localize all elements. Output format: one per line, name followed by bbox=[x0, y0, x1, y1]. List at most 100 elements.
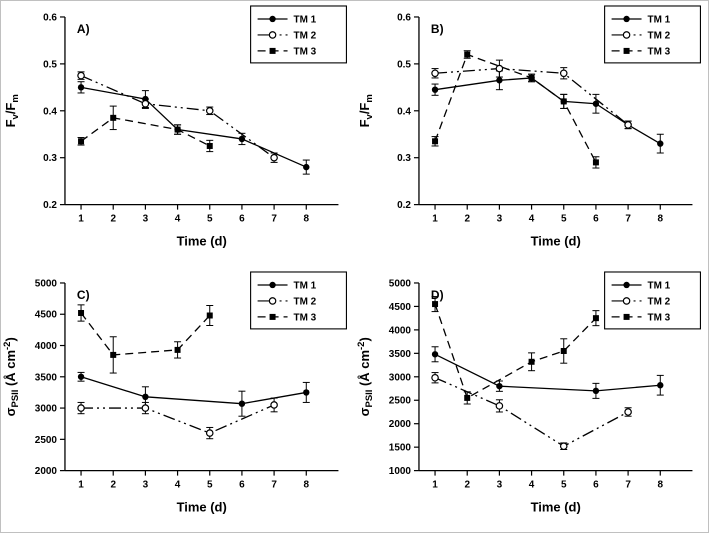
y-axis-title: Fv/Fm bbox=[3, 94, 21, 127]
marker-filled-square bbox=[463, 51, 470, 58]
marker-open-circle bbox=[559, 69, 568, 78]
x-axis-title: Time (d) bbox=[530, 499, 580, 514]
chart-panel-d: 1000 1500 2000 2500 3000 3500 4000 4500 5000 1 2 3 4… bbox=[356, 270, 701, 514]
marker-open-circle bbox=[141, 99, 150, 108]
marker-open-circle bbox=[623, 121, 632, 129]
y-tick-label: 1500 bbox=[388, 442, 411, 453]
panel-letter: C) bbox=[77, 287, 90, 301]
marker-filled-square bbox=[174, 346, 181, 353]
series-line bbox=[80, 75, 275, 159]
x-tick-label: 1 bbox=[432, 479, 438, 490]
series-tm-2 bbox=[430, 59, 632, 130]
x-tick-label: 8 bbox=[657, 214, 663, 225]
series-line bbox=[433, 53, 596, 163]
y-tick-label: 3500 bbox=[35, 372, 58, 383]
series-tm-1 bbox=[431, 70, 664, 154]
legend-label: TM 2 bbox=[647, 296, 670, 307]
x-tick-label: 2 bbox=[464, 214, 470, 225]
y-tick-label: 0.2 bbox=[43, 200, 57, 211]
y-tick-label: 1000 bbox=[388, 466, 411, 477]
marker-filled-circle bbox=[592, 100, 599, 107]
y-axis-title: σPSII (Å cm-2) bbox=[356, 337, 375, 416]
marker-filled-square bbox=[78, 309, 85, 316]
x-tick-label: 1 bbox=[432, 214, 438, 225]
marker-filled-square bbox=[206, 312, 213, 318]
legend: TM 1 TM 2 TM 3 bbox=[603, 5, 701, 64]
series-tm-3 bbox=[431, 295, 599, 405]
y-tick-label: 5000 bbox=[388, 278, 411, 289]
y-tick-label: 0.4 bbox=[43, 106, 57, 117]
marker-filled-circle bbox=[592, 387, 599, 394]
y-tick-label: 0.3 bbox=[43, 153, 57, 164]
marker-open-circle bbox=[205, 428, 214, 437]
marker-filled-circle bbox=[238, 399, 246, 407]
marker-open-circle bbox=[430, 373, 439, 382]
series-line bbox=[434, 353, 660, 392]
marker-filled-square bbox=[431, 300, 438, 307]
x-axis-title: Time (d) bbox=[530, 234, 580, 249]
marker-open-circle bbox=[141, 403, 150, 412]
marker-filled-square bbox=[592, 159, 599, 166]
panel-c: 2000 2500 3000 3500 4000 4500 5000 1 2 3 4 5 6 7 8 Time… bbox=[1, 267, 355, 533]
series-line bbox=[81, 403, 275, 434]
legend: TM 1 TM 2 TM 3 bbox=[250, 5, 347, 64]
x-axis-title: Time (d) bbox=[177, 234, 227, 249]
series-tm-2 bbox=[77, 397, 278, 439]
marker-open-circle bbox=[623, 407, 632, 416]
series-line bbox=[434, 67, 629, 126]
legend-label: TM 2 bbox=[647, 30, 670, 41]
x-tick-label: 5 bbox=[207, 214, 213, 225]
y-tick-label: 4000 bbox=[35, 341, 58, 352]
marker-filled-circle bbox=[303, 163, 310, 171]
x-tick-label: 3 bbox=[143, 479, 149, 490]
marker-open-circle bbox=[495, 401, 503, 410]
marker-filled-circle bbox=[622, 15, 630, 23]
marker-filled-square bbox=[431, 138, 438, 145]
marker-filled-square bbox=[206, 142, 213, 149]
marker-open-circle bbox=[205, 107, 214, 115]
y-tick-label: 2500 bbox=[388, 395, 411, 406]
y-tick-label: 0.5 bbox=[397, 59, 411, 70]
series-line bbox=[433, 303, 596, 399]
y-tick-label: 2000 bbox=[35, 466, 58, 477]
x-tick-label: 1 bbox=[78, 479, 84, 490]
y-tick-label: 4500 bbox=[388, 301, 411, 312]
marker-filled-circle bbox=[269, 281, 276, 288]
x-tick-label: 3 bbox=[496, 479, 502, 490]
x-tick-label: 6 bbox=[239, 214, 245, 225]
marker-open-circle bbox=[559, 441, 568, 450]
marker-open-circle bbox=[430, 69, 439, 78]
marker-filled-circle bbox=[431, 86, 438, 93]
legend-label: TM 1 bbox=[294, 14, 317, 25]
panel-d: 1000 1500 2000 2500 3000 3500 4000 4500 5000 1 2 3 4… bbox=[355, 267, 709, 533]
marker-filled-circle bbox=[656, 381, 663, 388]
marker-filled-circle bbox=[142, 393, 149, 400]
series-tm-2 bbox=[77, 71, 278, 163]
marker-open-circle bbox=[268, 31, 277, 39]
legend-label: TM 3 bbox=[647, 312, 670, 323]
marker-filled-square bbox=[623, 47, 630, 54]
marker-filled-square bbox=[463, 394, 470, 401]
x-tick-label: 2 bbox=[464, 479, 470, 490]
series-line bbox=[80, 312, 211, 356]
y-tick-label: 4500 bbox=[35, 309, 58, 320]
marker-filled-circle bbox=[622, 281, 630, 288]
y-tick-label: 4000 bbox=[388, 325, 411, 336]
marker-filled-square bbox=[269, 47, 276, 54]
x-tick-label: 2 bbox=[110, 214, 116, 225]
y-tick-label: 0.4 bbox=[397, 106, 411, 117]
marker-filled-circle bbox=[495, 77, 503, 84]
marker-filled-square bbox=[528, 74, 535, 81]
y-axis-title: σPSII (Å cm-2) bbox=[2, 337, 21, 416]
series-line bbox=[80, 375, 307, 404]
marker-filled-circle bbox=[303, 388, 310, 396]
marker-filled-square bbox=[78, 138, 85, 145]
series-tm-1 bbox=[77, 371, 310, 417]
x-tick-label: 6 bbox=[239, 479, 245, 490]
panel-letter: B) bbox=[430, 22, 443, 36]
series-tm-2 bbox=[430, 371, 632, 450]
chart-panel-a: 0.2 0.3 0.4 0.5 0.6 1 2 3 4 5 6 7 8 Time (d) Fv/Fm TM 1… bbox=[3, 5, 347, 249]
y-tick-label: 0.6 bbox=[397, 12, 411, 23]
marker-filled-square bbox=[528, 358, 535, 365]
